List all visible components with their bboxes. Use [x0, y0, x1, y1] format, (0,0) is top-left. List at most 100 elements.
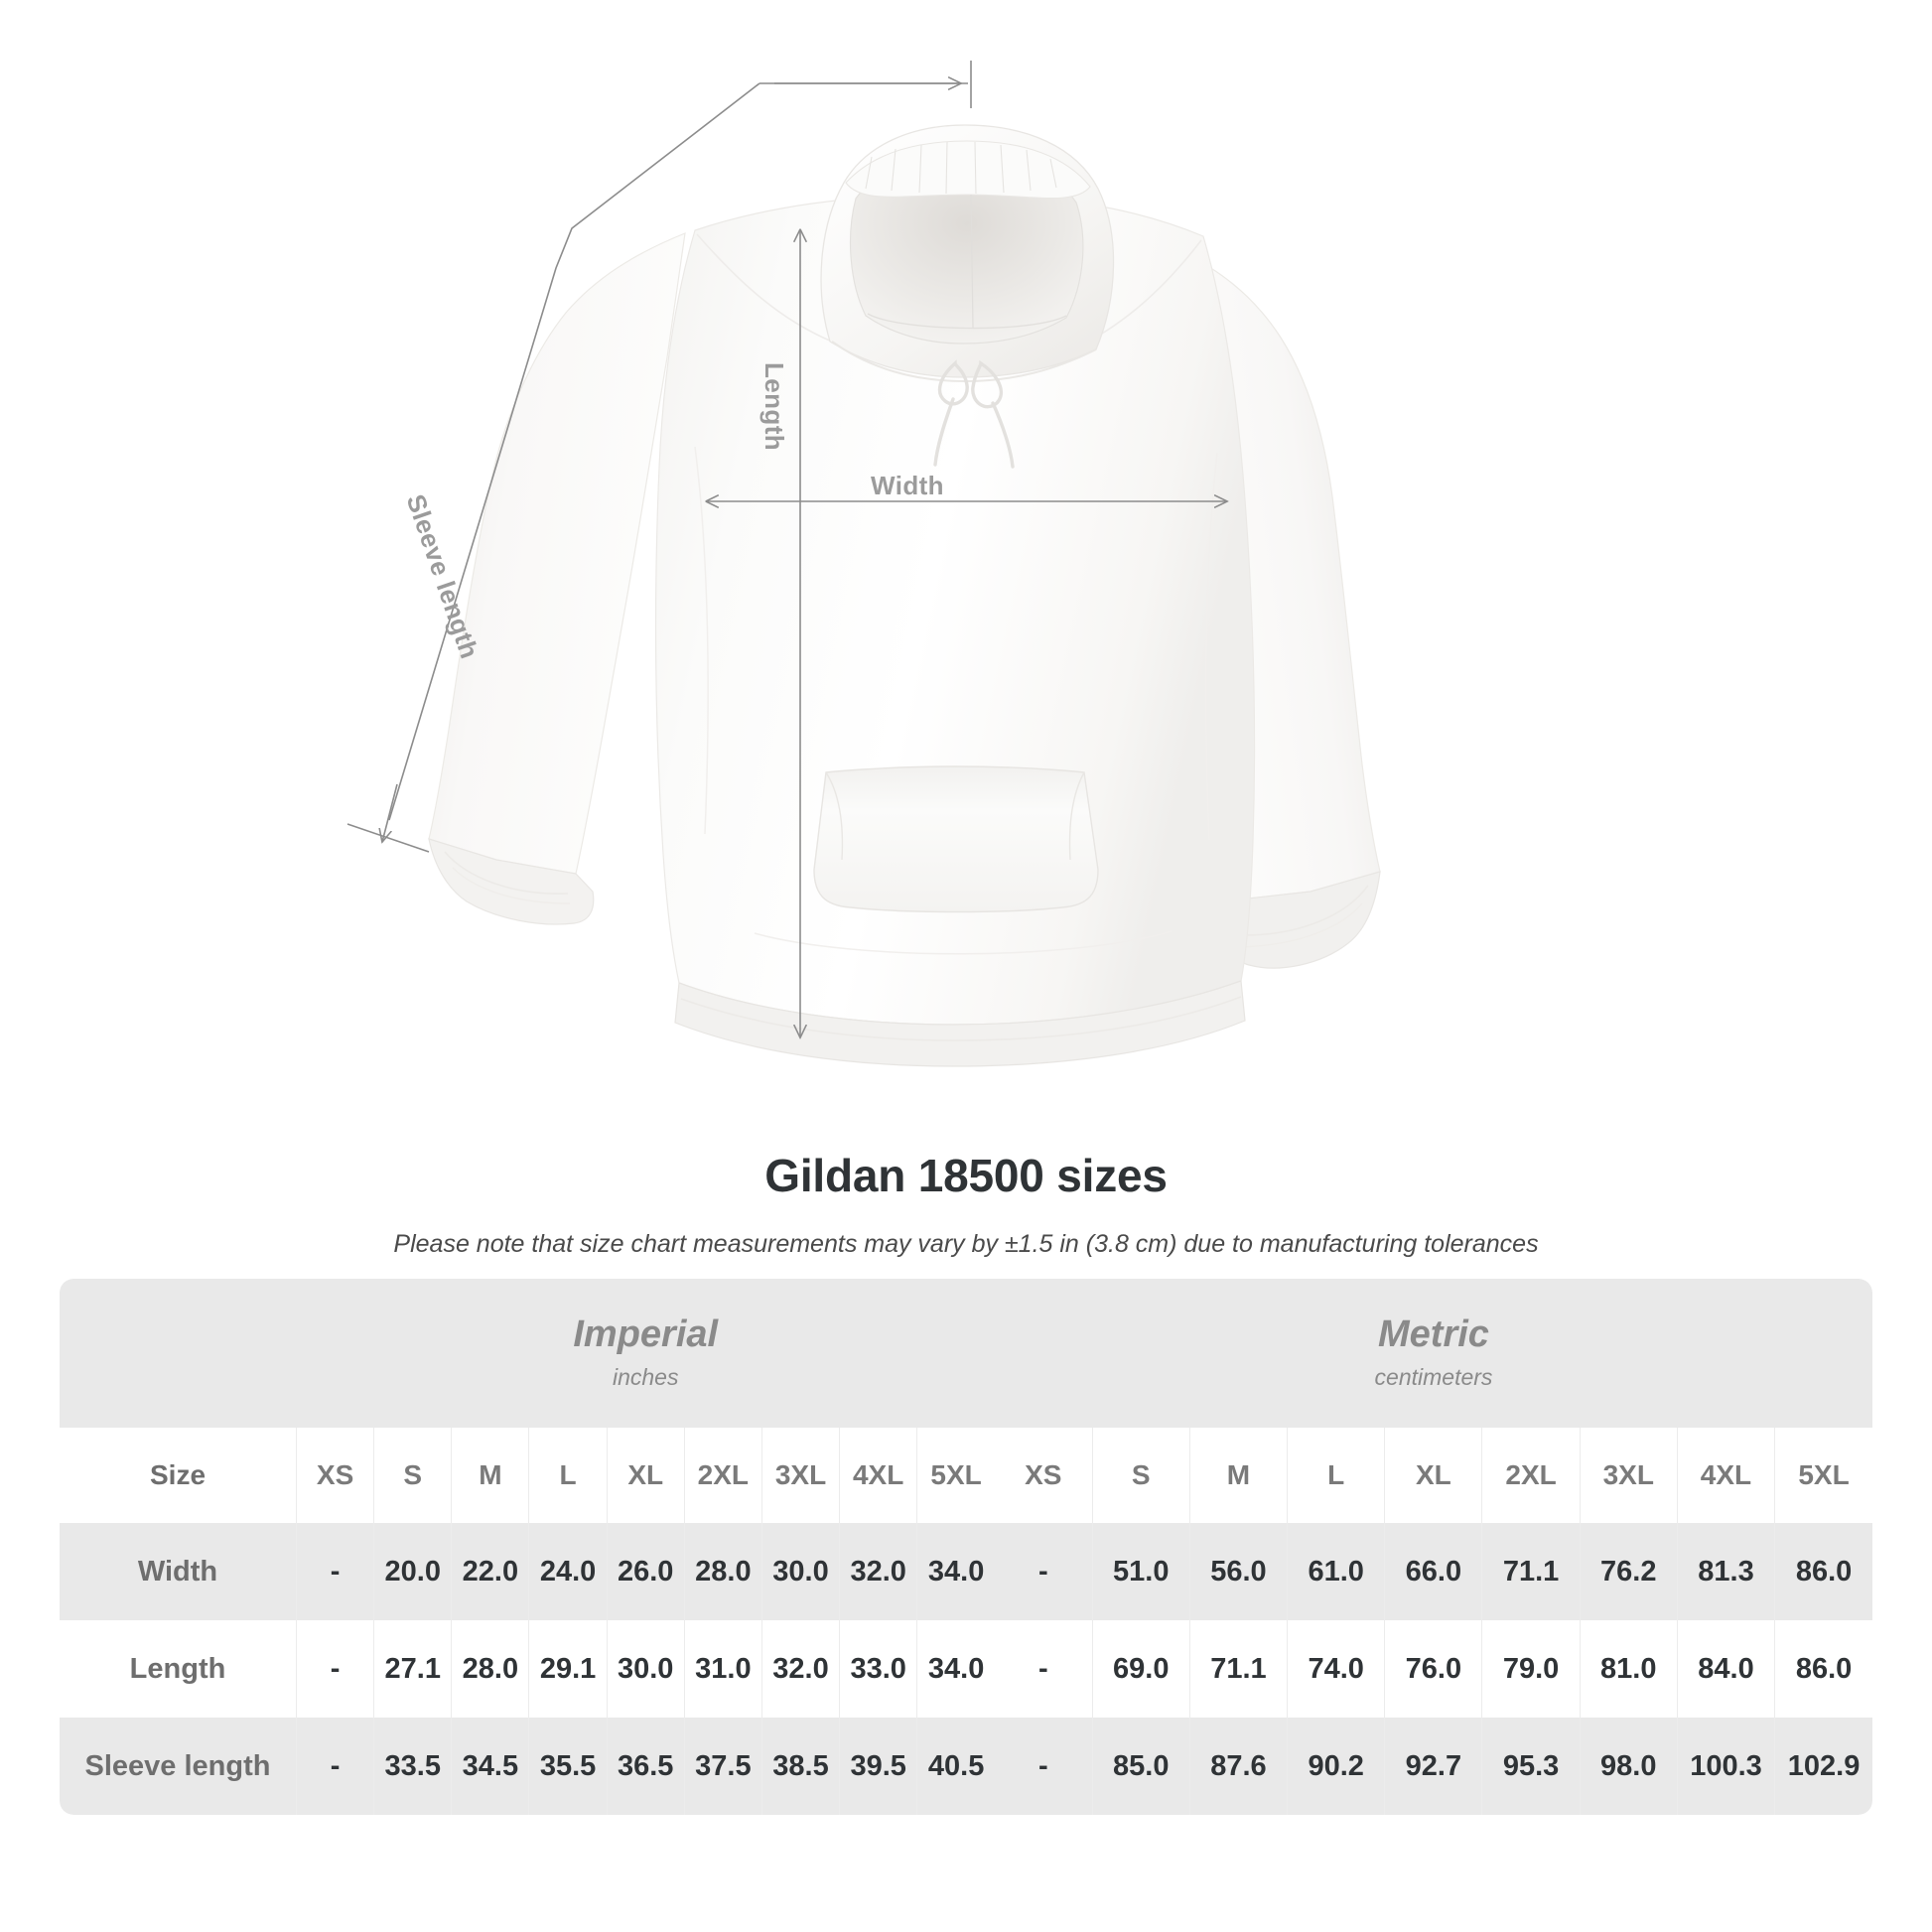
width-imperial-l: 24.0 [528, 1523, 608, 1620]
width-imperial-xs: - [296, 1523, 375, 1620]
hoodie-garment [428, 124, 1381, 1067]
size-chart-table: Imperial inches Metric centimeters Size … [60, 1279, 1872, 1815]
size-table-container: Imperial inches Metric centimeters Size … [60, 1279, 1872, 1815]
table-row-length: Length - 27.1 28.0 29.1 30.0 31.0 32.0 3… [60, 1620, 1872, 1718]
sleeve-metric-xs: - [994, 1718, 1093, 1815]
imperial-unit-cell: Imperial inches [296, 1279, 995, 1428]
length-imperial-2xl: 31.0 [684, 1620, 762, 1718]
header-metric-3xl: 3XL [1580, 1428, 1678, 1523]
header-imperial-5xl: 5XL [916, 1428, 995, 1523]
length-imperial-xl: 30.0 [607, 1620, 685, 1718]
length-imperial-3xl: 32.0 [761, 1620, 841, 1718]
imperial-unit-name: Imperial [573, 1312, 719, 1355]
length-imperial-5xl: 34.0 [916, 1620, 995, 1718]
width-imperial-5xl: 34.0 [916, 1523, 995, 1620]
sleeve-metric-2xl: 95.3 [1481, 1718, 1581, 1815]
sleeve-bottom-tick [346, 823, 430, 853]
sleeve-metric-4xl: 100.3 [1677, 1718, 1776, 1815]
header-imperial-s: S [373, 1428, 453, 1523]
sleeve-metric-3xl: 98.0 [1580, 1718, 1678, 1815]
kangaroo-pocket [813, 765, 1099, 913]
tolerance-note: Please note that size chart measurements… [393, 1230, 1539, 1258]
width-metric-s: 51.0 [1092, 1523, 1190, 1620]
length-metric-s: 69.0 [1092, 1620, 1190, 1718]
table-row-sleeve-length: Sleeve length - 33.5 34.5 35.5 36.5 37.5… [60, 1718, 1872, 1815]
sleeve-imperial-s: 33.5 [373, 1718, 453, 1815]
length-imperial-xs: - [296, 1620, 375, 1718]
width-imperial-2xl: 28.0 [684, 1523, 762, 1620]
imperial-unit-sub: inches [612, 1364, 679, 1391]
width-imperial-m: 22.0 [451, 1523, 530, 1620]
hoodie-illustration: Length Width Sleeve length [346, 61, 1381, 1067]
length-metric-m: 71.1 [1189, 1620, 1289, 1718]
sleeve-imperial-4xl: 39.5 [839, 1718, 918, 1815]
length-metric-l: 74.0 [1287, 1620, 1386, 1718]
metric-unit-name: Metric [1378, 1312, 1489, 1355]
length-metric-3xl: 81.0 [1580, 1620, 1678, 1718]
length-metric-5xl: 86.0 [1774, 1620, 1872, 1718]
table-row-width: Width - 20.0 22.0 24.0 26.0 28.0 30.0 32… [60, 1523, 1872, 1620]
length-imperial-4xl: 33.0 [839, 1620, 918, 1718]
width-imperial-xl: 26.0 [607, 1523, 685, 1620]
width-metric-3xl: 76.2 [1580, 1523, 1678, 1620]
title-block: Gildan 18500 sizes Please note that size… [0, 1127, 1932, 1259]
length-metric-xs: - [994, 1620, 1093, 1718]
header-metric-2xl: 2XL [1481, 1428, 1581, 1523]
sleeve-imperial-l: 35.5 [528, 1718, 608, 1815]
width-metric-4xl: 81.3 [1677, 1523, 1776, 1620]
bottom-hem [674, 980, 1246, 1067]
length-metric-2xl: 79.0 [1481, 1620, 1581, 1718]
sleeve-imperial-2xl: 37.5 [684, 1718, 762, 1815]
header-metric-m: M [1189, 1428, 1289, 1523]
width-dimension-label: Width [871, 471, 944, 500]
length-imperial-s: 27.1 [373, 1620, 453, 1718]
width-metric-xl: 66.0 [1384, 1523, 1483, 1620]
sleeve-metric-xl: 92.7 [1384, 1718, 1483, 1815]
header-metric-xs: XS [994, 1428, 1093, 1523]
width-imperial-3xl: 30.0 [761, 1523, 841, 1620]
sleeve-bottom-arrow [382, 783, 398, 842]
length-dimension-label: Length [759, 362, 789, 452]
header-metric-5xl: 5XL [1774, 1428, 1872, 1523]
header-metric-xl: XL [1384, 1428, 1483, 1523]
sleeve-metric-l: 90.2 [1287, 1718, 1386, 1815]
sleeve-metric-s: 85.0 [1092, 1718, 1190, 1815]
width-metric-m: 56.0 [1189, 1523, 1289, 1620]
sleeve-metric-m: 87.6 [1189, 1718, 1289, 1815]
sleeve-imperial-5xl: 40.5 [916, 1718, 995, 1815]
header-imperial-4xl: 4XL [839, 1428, 918, 1523]
width-imperial-s: 20.0 [373, 1523, 453, 1620]
length-imperial-m: 28.0 [451, 1620, 530, 1718]
header-metric-s: S [1092, 1428, 1190, 1523]
length-metric-4xl: 84.0 [1677, 1620, 1776, 1718]
header-imperial-3xl: 3XL [761, 1428, 841, 1523]
header-imperial-l: L [528, 1428, 608, 1523]
unit-banner-row: Imperial inches Metric centimeters [60, 1279, 1872, 1428]
sleeve-length-line [388, 82, 760, 821]
header-imperial-m: M [451, 1428, 530, 1523]
hood-band [845, 140, 1091, 200]
length-imperial-l: 29.1 [528, 1620, 608, 1718]
header-imperial-2xl: 2XL [684, 1428, 762, 1523]
header-imperial-xs: XS [296, 1428, 375, 1523]
header-imperial-xl: XL [607, 1428, 685, 1523]
sleeve-imperial-xl: 36.5 [607, 1718, 685, 1815]
row-label-sleeve-length: Sleeve length [60, 1718, 297, 1815]
row-label-length: Length [60, 1620, 297, 1718]
sleeve-imperial-m: 34.5 [451, 1718, 530, 1815]
width-metric-5xl: 86.0 [1774, 1523, 1872, 1620]
unit-banner-spacer [60, 1279, 297, 1428]
length-metric-xl: 76.0 [1384, 1620, 1483, 1718]
width-metric-l: 61.0 [1287, 1523, 1386, 1620]
metric-unit-sub: centimeters [1374, 1364, 1493, 1391]
sleeve-metric-5xl: 102.9 [1774, 1718, 1872, 1815]
row-label-width: Width [60, 1523, 297, 1620]
metric-unit-cell: Metric centimeters [994, 1279, 1872, 1428]
measurement-annotations [346, 61, 1227, 1037]
hoodie-svg [346, 61, 1381, 1067]
width-imperial-4xl: 32.0 [839, 1523, 918, 1620]
drawstrings [933, 359, 1015, 469]
header-metric-4xl: 4XL [1677, 1428, 1776, 1523]
header-metric-l: L [1287, 1428, 1386, 1523]
width-metric-2xl: 71.1 [1481, 1523, 1581, 1620]
